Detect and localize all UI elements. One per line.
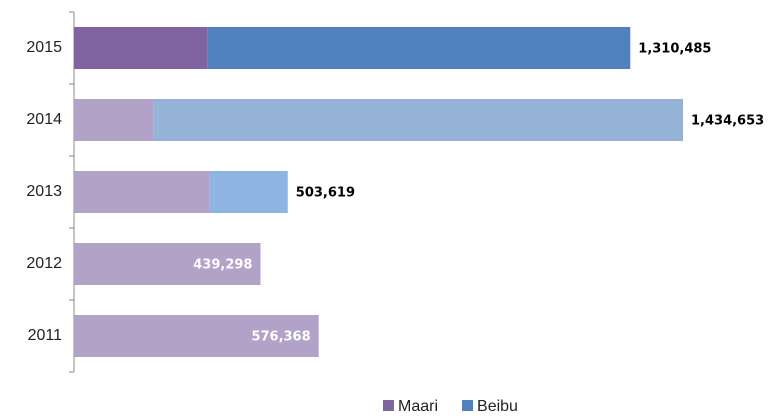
total-label: 503,619 [296, 186, 355, 201]
y-tick-label: 2011 [28, 327, 63, 344]
legend-swatch [462, 400, 474, 411]
bar-segment [74, 27, 208, 69]
bar-segment [209, 171, 288, 213]
bar-segment [74, 243, 261, 285]
total-label: 576,368 [251, 330, 310, 345]
y-tick-label: 2012 [26, 255, 62, 272]
total-label: 1,310,485 [638, 42, 711, 57]
y-tick-label: 2013 [26, 183, 62, 200]
bar-segment [74, 99, 154, 141]
bar-segment [74, 171, 210, 213]
legend-label: Beibu [477, 398, 518, 415]
total-label: 1,434,653 [691, 114, 764, 129]
y-tick-label: 2015 [26, 39, 62, 56]
bar-segment [74, 315, 319, 357]
y-tick-label: 2014 [26, 111, 62, 128]
total-label: 439,298 [193, 258, 252, 273]
legend-label: Maari [398, 398, 438, 415]
bar-segment [153, 99, 683, 141]
legend-swatch [383, 400, 394, 411]
bar-segment [207, 27, 631, 69]
